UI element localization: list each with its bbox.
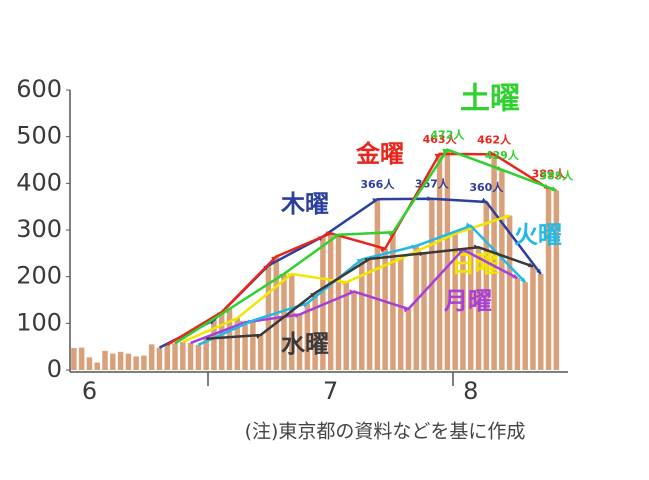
- bar: [538, 273, 544, 370]
- y-tick-label: 500: [16, 122, 62, 150]
- bar: [553, 190, 560, 370]
- bar: [257, 335, 264, 370]
- bar: [530, 266, 536, 370]
- bar: [506, 215, 513, 370]
- weekday-name: 火曜: [514, 221, 562, 249]
- bar: [86, 357, 93, 370]
- weekday-name: 水曜: [281, 330, 329, 358]
- bar: [514, 278, 521, 370]
- bar: [374, 199, 381, 370]
- data-label: 360人: [469, 180, 504, 194]
- bar: [483, 202, 490, 370]
- weekday-name: 月曜: [443, 287, 492, 315]
- bar: [195, 344, 202, 370]
- bar: [110, 353, 116, 370]
- bar: [78, 347, 85, 370]
- bar: [545, 188, 552, 370]
- bar: [125, 353, 132, 370]
- bar: [180, 342, 186, 370]
- bar: [164, 344, 170, 370]
- x-tick-label: 8: [463, 377, 478, 405]
- bar: [133, 356, 139, 370]
- data-label: 472人: [430, 128, 465, 142]
- x-tick-label: 7: [323, 377, 338, 405]
- bar: [296, 314, 303, 370]
- bar: [117, 351, 124, 370]
- bar: [71, 348, 77, 370]
- bar: [335, 234, 342, 370]
- bar: [397, 258, 404, 370]
- bar: [522, 282, 528, 370]
- bar: [172, 343, 178, 370]
- bar: [421, 253, 427, 370]
- data-label: 462人: [477, 132, 512, 146]
- data-label: 429人: [485, 148, 520, 162]
- y-tick-label: 100: [16, 308, 62, 336]
- bar: [148, 344, 155, 370]
- source-note: (注)東京都の資料などを基に作成: [245, 421, 526, 443]
- bar: [366, 258, 373, 370]
- bar: [141, 355, 147, 370]
- y-tick-label: 200: [16, 262, 62, 290]
- bar: [102, 350, 108, 370]
- data-label: 366人: [360, 177, 395, 191]
- bar: [405, 308, 412, 370]
- bar: [413, 245, 419, 370]
- data-label: 385人: [539, 168, 574, 182]
- x-tick-label: 6: [82, 377, 97, 405]
- data-label: 463人: [423, 132, 458, 146]
- weekday-line: [206, 244, 534, 340]
- bar: [234, 318, 241, 370]
- bar: [94, 362, 100, 370]
- bar: [250, 320, 256, 370]
- y-tick-label: 300: [16, 215, 62, 243]
- bar: [226, 308, 233, 370]
- bar: [242, 322, 248, 370]
- y-tick-label: 400: [16, 168, 62, 196]
- y-tick-label: 0: [47, 355, 62, 383]
- y-tick-label: 600: [16, 75, 62, 103]
- bar: [187, 342, 194, 370]
- bar: [351, 291, 357, 370]
- weekday-name: 土曜: [460, 82, 520, 117]
- bar: [156, 347, 163, 370]
- weekday-name: 木曜: [280, 190, 329, 218]
- bar: [203, 338, 209, 370]
- bar: [219, 312, 225, 370]
- weekday-name: 金曜: [355, 140, 404, 168]
- bar: [211, 320, 217, 370]
